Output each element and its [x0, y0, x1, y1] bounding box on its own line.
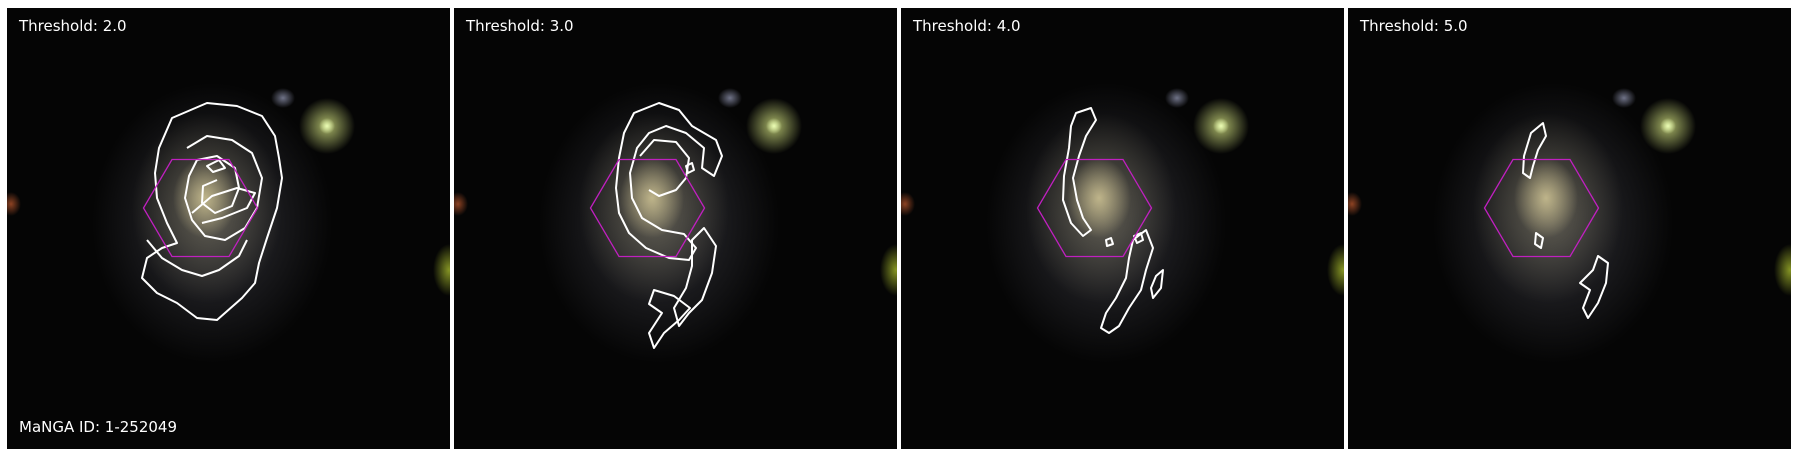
- contour-outer: [141, 102, 283, 321]
- contour-lines: [141, 102, 283, 321]
- faint-star: [271, 88, 295, 108]
- faint-star: [1165, 88, 1189, 108]
- contour-north-arm: [1062, 107, 1097, 237]
- ifu-hexagon: [1036, 158, 1153, 258]
- bright-star-core: [766, 118, 782, 134]
- contour-core-dot-2: [1105, 237, 1114, 247]
- contour-lines: [1522, 122, 1609, 319]
- faint-star: [1612, 88, 1636, 108]
- galaxy-image: [454, 83, 897, 363]
- contour-east-sliver: [1150, 269, 1164, 299]
- ifu-hexagon: [142, 158, 259, 258]
- contour-small-dot: [685, 162, 695, 174]
- panel-threshold-3: Threshold: 3.0: [454, 8, 897, 449]
- contour-inner-ring: [184, 135, 263, 241]
- edge-star-left: [7, 192, 21, 216]
- edge-star-right: [1774, 244, 1791, 296]
- contour-north-arm: [1522, 122, 1547, 179]
- bright-star-core: [1213, 118, 1229, 134]
- contour-spiral-arm: [615, 102, 723, 261]
- panel-threshold-2: Threshold: 2.0 MaNGA ID: 1-252049: [7, 8, 450, 449]
- contour-south-flare: [648, 289, 691, 349]
- panel-threshold-5: Threshold: 5.0: [1348, 8, 1791, 449]
- contour-south-arm: [1579, 255, 1609, 319]
- panel-threshold-4: Threshold: 4.0: [901, 8, 1344, 449]
- contour-east-arm: [1100, 229, 1154, 334]
- ifu-hexagon: [1483, 158, 1600, 258]
- edge-star-right: [1327, 244, 1344, 296]
- galaxy-image: [1348, 83, 1791, 363]
- contour-south-arm: [673, 227, 717, 327]
- galaxy-core: [620, 158, 684, 238]
- edge-star-right: [433, 244, 450, 296]
- edge-star-left: [901, 192, 915, 216]
- contour-lines: [615, 102, 723, 349]
- contour-core-dot: [1133, 232, 1144, 244]
- edge-star-left: [1348, 192, 1362, 216]
- contour-core-arc: [191, 187, 256, 224]
- galaxy-image: [7, 83, 450, 363]
- bright-star-core: [1660, 118, 1676, 134]
- galaxy-core: [173, 158, 237, 238]
- bright-star-core: [319, 118, 335, 134]
- edge-star-left: [454, 192, 468, 216]
- edge-star-right: [880, 244, 897, 296]
- contour-spiral-tail: [146, 239, 248, 277]
- contour-lines: [1062, 107, 1164, 334]
- ifu-hexagon: [589, 158, 706, 258]
- contour-core-blob: [1534, 232, 1544, 249]
- galaxy-image: [901, 83, 1344, 363]
- contour-small-1: [206, 159, 226, 173]
- faint-star: [718, 88, 742, 108]
